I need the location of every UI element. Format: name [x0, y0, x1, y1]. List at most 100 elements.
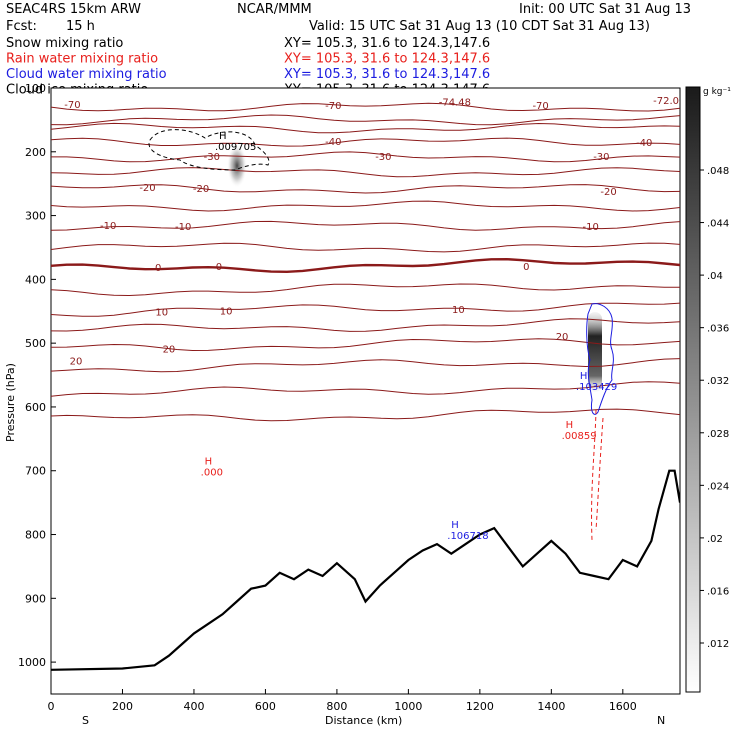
maximum-marker: H: [580, 371, 588, 382]
isotherm-line: [51, 302, 680, 317]
colorbar-unit: g kg⁻¹: [703, 87, 731, 97]
maximum-marker: H: [219, 131, 227, 142]
x-axis-title: Distance (km): [325, 714, 402, 727]
terrain-profile: [51, 469, 680, 671]
colorbar-tick-label: .024: [707, 481, 729, 492]
contour-label: 20: [163, 345, 176, 356]
x-tick-label: 400: [183, 700, 204, 713]
isotherm-line: [51, 137, 680, 147]
field-xy: XY= 105.3, 31.6 to 124.3,147.6: [284, 36, 490, 51]
colorbar-tick-label: .044: [707, 219, 729, 230]
model-title: SEAC4RS 15km ARW: [6, 2, 141, 17]
isotherm-line: [51, 102, 680, 112]
x-tick-label: 600: [255, 700, 276, 713]
y-tick-label-top: 100: [25, 82, 46, 95]
y-axis-title: Pressure (hPa): [4, 363, 17, 442]
isotherm-line: [51, 381, 680, 397]
temperature-isotherms: [51, 102, 680, 422]
isotherm-line: [51, 122, 680, 134]
isotherm-line: [51, 151, 680, 163]
contour-label: -70: [532, 101, 548, 112]
x-tick-label: 1000: [394, 700, 422, 713]
x-tick-label: 0: [48, 700, 55, 713]
rain-water-contour: [591, 409, 604, 541]
colorbar-tick-label: .012: [707, 639, 729, 650]
y-tick-label: 200: [25, 146, 46, 159]
contour-label: 20: [70, 357, 83, 368]
isotherm-line: [51, 114, 680, 126]
cloud-ice-shading: [588, 312, 602, 392]
endpoint-right: N: [657, 714, 665, 727]
contour-label: 20: [556, 332, 569, 343]
maximum-value: .000: [201, 467, 223, 478]
contour-label: -40: [636, 138, 652, 149]
colorbar-tick-label: .036: [707, 324, 729, 335]
colorbar-tick-label: .04: [707, 271, 723, 282]
y-tick-label: 900: [25, 592, 46, 605]
contour-label: -30: [593, 152, 609, 163]
x-tick-label: 1600: [609, 700, 637, 713]
isotherm-line: [51, 200, 680, 212]
maximum-marker: H: [205, 456, 213, 467]
y-tick-label: 700: [25, 465, 46, 478]
colorbar-tick-label: .016: [707, 586, 729, 597]
y-tick-label: 600: [25, 401, 46, 414]
contour-label: -70: [325, 101, 341, 112]
snow-mixing-shading: [227, 146, 247, 190]
endpoint-left: S: [82, 714, 89, 727]
contour-label: -20: [139, 183, 155, 194]
snow-contour: [148, 129, 270, 171]
contour-label: -20: [600, 187, 616, 198]
contour-label: -10: [175, 222, 191, 233]
colorbar-tick-label: .02: [707, 534, 723, 545]
isotherm-line: [51, 167, 680, 178]
contour-label: -10: [100, 221, 116, 232]
contour-label: -30: [375, 152, 391, 163]
forecast-value: 15 h: [66, 19, 95, 34]
field-name: Cloud water mixing ratio: [6, 67, 167, 82]
contour-label: -74.48: [439, 98, 471, 109]
contour-label: -30: [204, 152, 220, 163]
x-axis: 0 200 400 600 800 1000 1200 1400 1600: [48, 689, 637, 713]
y-tick-label: 400: [25, 273, 46, 286]
isotherm-line: [51, 220, 680, 231]
y-tick-label: 1000: [18, 656, 46, 669]
contour-label: -72.08: [653, 96, 685, 107]
contour-label: 0: [155, 263, 161, 274]
y-tick-label: 300: [25, 210, 46, 223]
isotherm-line: [51, 338, 680, 352]
contour-label: -40: [325, 137, 341, 148]
colorbar-ticks: .012 .016 .02 .024 .028 .032 .036 .04 .044 .048: [700, 166, 729, 650]
maximum-value: .103429: [576, 382, 617, 393]
contour-label: 0: [523, 262, 529, 273]
isotherm-line: [51, 184, 680, 194]
isotherm-line: [51, 318, 680, 332]
x-tick-label: 800: [326, 700, 347, 713]
contour-label: 10: [452, 305, 465, 316]
field-xy: XY= 105.3, 31.6 to 124.3,147.6: [284, 67, 490, 82]
isotherm-line: [51, 283, 680, 297]
isotherm-line: [51, 358, 680, 373]
contour-label: -10: [582, 222, 598, 233]
colorbar-tick-label: .028: [707, 429, 729, 440]
contour-label: 10: [220, 306, 233, 317]
maximum-value: .106718: [447, 531, 488, 542]
forecast-label: Fcst:: [6, 19, 37, 34]
field-name: Rain water mixing ratio: [6, 52, 158, 67]
y-axis: 200 300 400 500 600 700 800 900 1000 100: [18, 82, 56, 669]
colorbar-tick-label: .048: [707, 166, 729, 177]
x-tick-label: 200: [112, 700, 133, 713]
colorbar-tick-label: .032: [707, 376, 729, 387]
isotherm-line: [51, 257, 680, 274]
org-label: NCAR/MMM: [237, 2, 312, 17]
plot-area: [50, 87, 681, 695]
contour-label: -20: [193, 184, 209, 195]
colorbar: [685, 86, 701, 693]
field-xy: XY= 105.3, 31.6 to 124.3,147.6: [284, 52, 490, 67]
field-name: Snow mixing ratio: [6, 36, 123, 51]
y-tick-label: 500: [25, 337, 46, 350]
init-time: Init: 00 UTC Sat 31 Aug 13: [519, 2, 691, 17]
maximum-marker: H: [566, 420, 574, 431]
